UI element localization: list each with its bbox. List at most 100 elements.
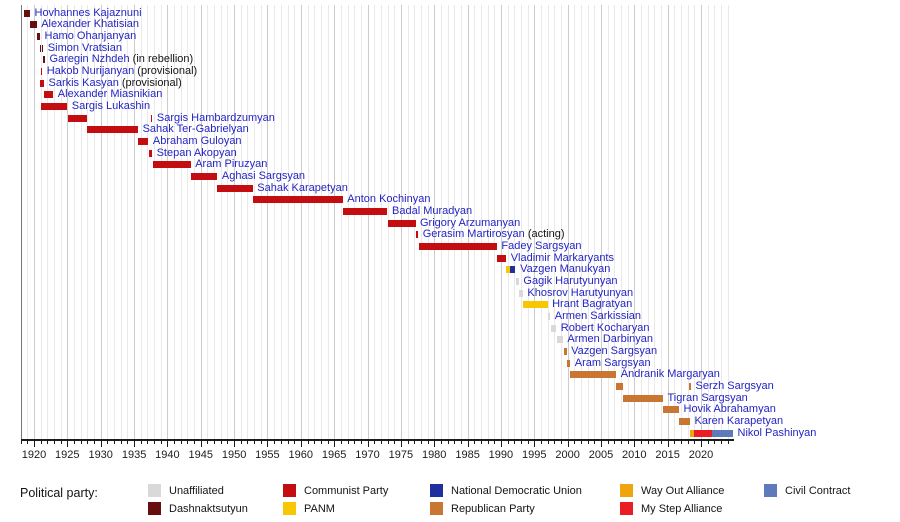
person-name-link[interactable]: Armen Darbinyan (567, 333, 653, 346)
gridline-year-1934 (127, 5, 129, 439)
gridline-year-1924 (60, 5, 62, 439)
gridline-year-2006 (607, 5, 609, 439)
person-name-link[interactable]: Vazgen Sargsyan (571, 344, 658, 357)
gridline-year-2004 (594, 5, 596, 439)
person-name-link[interactable]: Simon Vratsian (47, 41, 122, 54)
person-label: Badal Muradyan (392, 205, 472, 218)
person-label: Simon Vratsian (48, 42, 122, 55)
person-name-link[interactable]: Hovik Abrahamyan (683, 403, 776, 416)
term-bar (679, 417, 690, 425)
x-axis-minor-tick (587, 441, 589, 444)
person-label: Grigory Arzumanyan (420, 217, 520, 230)
person-name-link[interactable]: Robert Kocharyan (560, 321, 650, 334)
x-axis-minor-tick (94, 441, 95, 444)
x-axis-minor-tick (687, 441, 689, 444)
x-axis-minor-tick (254, 441, 256, 444)
gridline-year-1989 (494, 5, 496, 439)
x-axis-major-tick (601, 441, 602, 447)
person-name-link[interactable]: Grigory Arzumanyan (420, 216, 521, 229)
gridline-year-1951 (240, 5, 242, 439)
person-name-link[interactable]: Anton Kochinyan (347, 193, 431, 206)
person-name-link[interactable]: Fadey Sargsyan (501, 239, 582, 252)
x-axis-minor-tick (694, 441, 696, 444)
person-label: Alexander Khatisian (41, 18, 139, 31)
person-name-link[interactable]: Sargis Hambardzumyan (156, 111, 275, 124)
x-axis-minor-tick (594, 441, 596, 444)
person-name-link[interactable]: Nikol Pashinyan (737, 426, 817, 439)
x-axis-minor-tick (574, 441, 576, 444)
person-label: Aghasi Sargsyan (222, 170, 305, 183)
gridline-year-2003 (587, 5, 589, 439)
person-name-link[interactable]: Khosrov Harutyunyan (527, 286, 634, 299)
x-axis-label: 1990 (488, 449, 514, 461)
person-name-link[interactable]: Garegin Nzhdeh (49, 53, 130, 66)
term-bar (519, 289, 523, 297)
gridline-year-1959 (294, 5, 296, 439)
person-name-link[interactable]: Sahak Karapetyan (257, 181, 348, 194)
term-bar (190, 172, 218, 180)
person-name-link[interactable]: Andranik Margaryan (620, 368, 720, 381)
x-axis-minor-tick (287, 441, 289, 444)
x-axis-minor-tick (394, 441, 396, 444)
person-label: Vazgen Manukyan (520, 263, 610, 276)
person-name-link[interactable]: Tigran Sargsyan (667, 391, 748, 404)
term-bar (690, 429, 695, 437)
person-name-link[interactable]: Vazgen Manukyan (520, 263, 611, 276)
x-axis-major-tick (67, 441, 69, 447)
x-axis-major-tick (234, 441, 236, 447)
legend-label-republican: Republican Party (451, 503, 535, 515)
x-axis-minor-tick (580, 441, 582, 444)
term-bar (152, 161, 191, 169)
person-name-link[interactable]: Alexander Khatisian (41, 18, 140, 31)
person-name-link[interactable]: Badal Muradyan (392, 204, 473, 217)
term-bar (387, 219, 416, 227)
x-axis-minor-tick (387, 441, 389, 444)
x-axis-minor-tick (554, 441, 556, 444)
person-name-link[interactable]: Sargis Lukashin (71, 99, 151, 112)
person-name-link[interactable]: Sahak Ter-Gabrielyan (142, 123, 249, 136)
x-axis-label: 1960 (288, 449, 314, 461)
x-axis-minor-tick (440, 441, 442, 444)
x-axis-label: 1935 (121, 449, 147, 461)
person-name-link[interactable]: Hovhannes Kajaznuni (34, 6, 142, 19)
person-name-link[interactable]: Gerasim Martirosyan (422, 228, 525, 241)
person-name-link[interactable]: Sarkis Kasyan (48, 76, 119, 89)
person-name-link[interactable]: Alexander Miasnikian (57, 88, 163, 101)
gridline-year-1944 (194, 5, 196, 439)
person-name-link[interactable]: Hrant Bagratyan (552, 298, 633, 311)
gridline-year-1982 (447, 5, 449, 439)
x-axis-line (20, 439, 735, 441)
gridline-year-1986 (474, 5, 476, 439)
x-axis-minor-tick (140, 441, 142, 444)
x-axis-minor-tick (641, 441, 642, 444)
person-name-link[interactable]: Hakob Nurijanyan (46, 64, 135, 77)
person-name-link[interactable]: Aram Piruzyan (195, 158, 268, 171)
x-axis-label: 2005 (588, 449, 614, 461)
x-axis-minor-tick (174, 441, 176, 444)
x-axis-minor-tick (327, 441, 329, 444)
legend-label-way_out: Way Out Alliance (641, 485, 725, 497)
person-name-link[interactable]: Vladimir Markaryants (510, 251, 614, 264)
x-axis-major-tick (200, 441, 202, 447)
gridline-year-1969 (360, 5, 362, 439)
person-name-link[interactable]: Aram Sargsyan (574, 356, 651, 369)
person-label: Alexander Miasnikian (58, 88, 163, 101)
person-name-link[interactable]: Stepan Akopyan (156, 146, 237, 159)
person-name-link[interactable]: Gagik Harutyunyan (523, 274, 618, 287)
person-name-link[interactable]: Abraham Guloyan (152, 134, 242, 147)
x-axis-major-tick (567, 441, 569, 447)
x-axis-minor-tick (294, 441, 296, 444)
person-label: Andranik Margaryan (621, 368, 720, 381)
person-name-link[interactable]: Hamo Ohanjanyan (44, 29, 137, 42)
person-name-link[interactable]: Armen Sarkissian (554, 309, 641, 322)
gridline-year-1970 (367, 5, 369, 439)
x-axis-label: 1920 (21, 449, 47, 461)
person-label: Serzh Sargsyan (696, 380, 774, 393)
person-name-link[interactable]: Serzh Sargsyan (695, 379, 774, 392)
term-bar (41, 102, 68, 110)
x-axis-minor-tick (74, 441, 75, 444)
gridline-year-2012 (647, 5, 649, 439)
term-bar (550, 324, 557, 332)
person-name-link[interactable]: Karen Karapetyan (694, 414, 784, 427)
person-name-link[interactable]: Aghasi Sargsyan (221, 169, 306, 182)
